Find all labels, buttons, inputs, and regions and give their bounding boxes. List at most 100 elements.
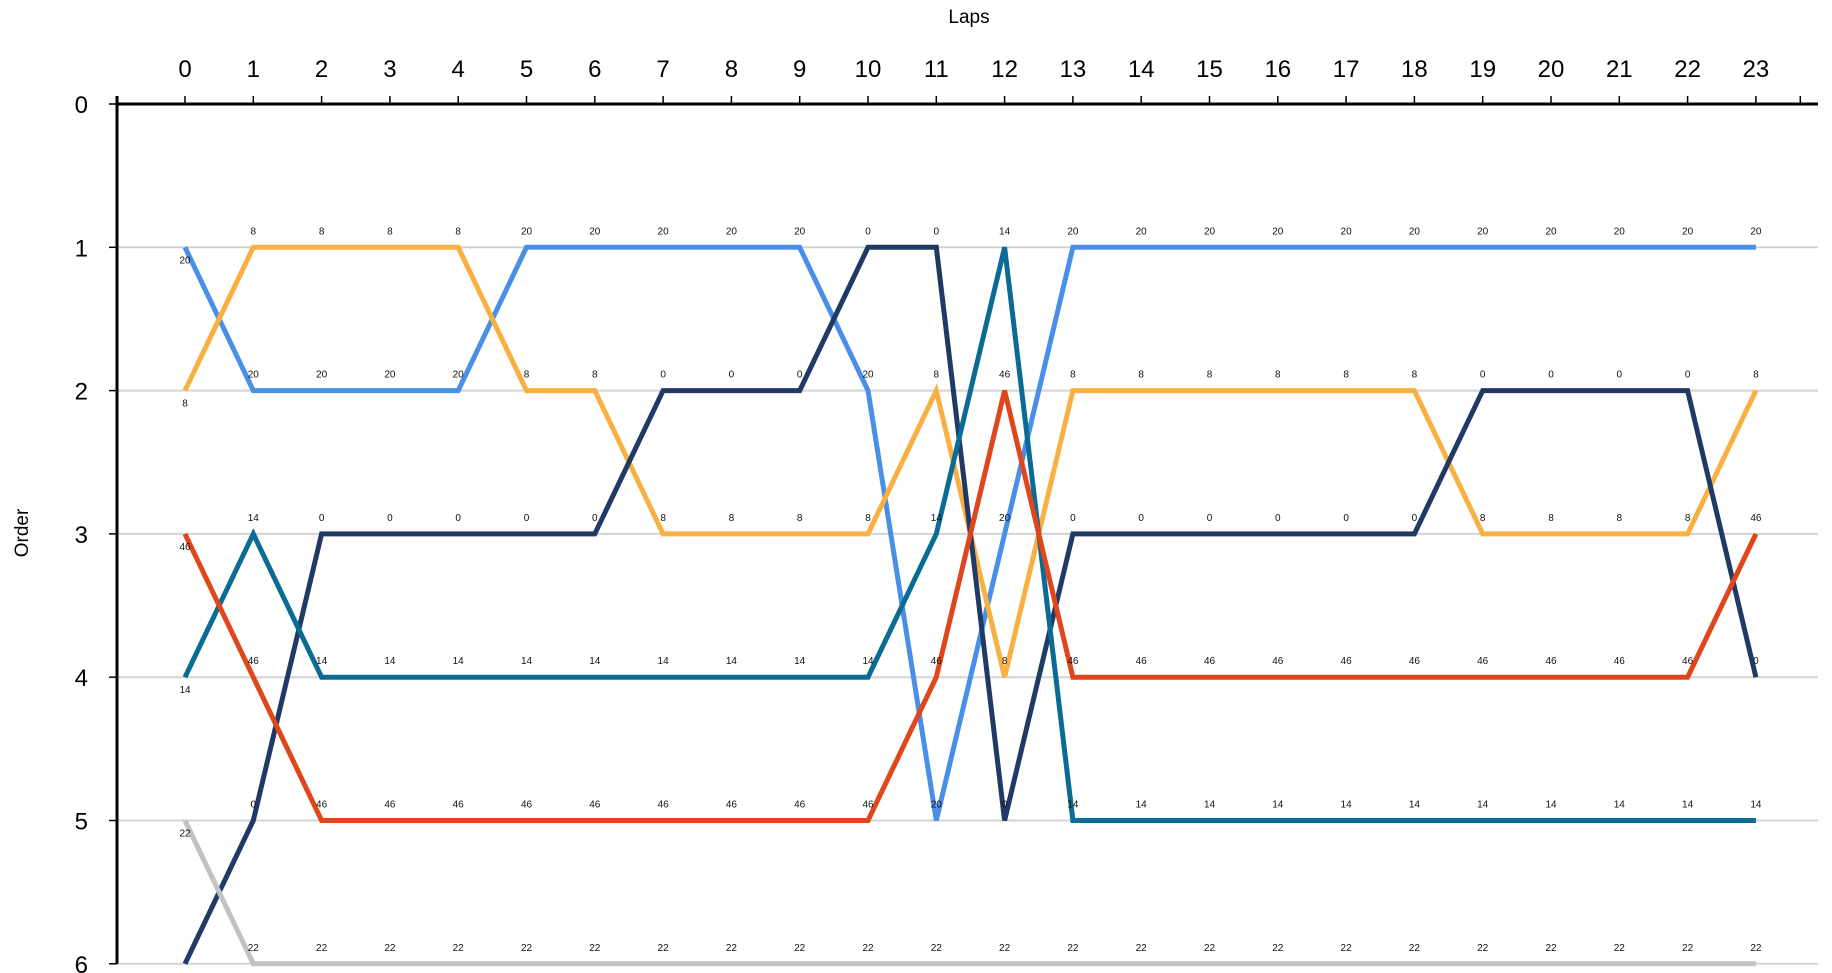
point-label-8: 8: [1207, 370, 1213, 381]
x-tick-label-4: 4: [452, 56, 465, 83]
point-label-8: 8: [387, 226, 393, 237]
point-label-22: 22: [726, 943, 738, 954]
point-label-8: 8: [524, 370, 530, 381]
point-label-14: 14: [384, 656, 396, 667]
x-tick-label-6: 6: [588, 56, 601, 83]
point-label-8: 8: [865, 513, 871, 524]
point-label-22: 22: [999, 943, 1011, 954]
point-label-0: 0: [524, 513, 530, 524]
point-label-20: 20: [316, 370, 328, 381]
point-label-8: 8: [319, 226, 325, 237]
y-tick-label-3: 3: [75, 522, 88, 549]
point-label-46: 46: [589, 800, 601, 811]
point-label-22: 22: [1067, 943, 1079, 954]
point-label-0: 0: [1343, 513, 1349, 524]
point-label-14: 14: [1614, 800, 1626, 811]
point-label-20: 20: [1136, 226, 1148, 237]
point-label-8: 8: [1002, 656, 1008, 667]
point-label-0: 0: [1002, 800, 1008, 811]
point-label-14: 14: [1272, 800, 1284, 811]
grid-lines: [117, 246, 1818, 965]
point-label-0: 0: [660, 370, 666, 381]
point-label-14: 14: [1204, 800, 1216, 811]
point-label-8: 8: [1138, 370, 1144, 381]
point-label-8: 8: [729, 513, 735, 524]
y-axis-title: Order: [12, 508, 33, 557]
point-label-0: 0: [1617, 370, 1623, 381]
point-label-46: 46: [726, 800, 738, 811]
point-label-22: 22: [1136, 943, 1148, 954]
x-tick-label-23: 23: [1743, 56, 1770, 83]
x-tick-label-14: 14: [1128, 56, 1155, 83]
point-label-8: 8: [1343, 370, 1349, 381]
point-label-14: 14: [1341, 800, 1353, 811]
point-label-8: 8: [1617, 513, 1623, 524]
x-tick-label-7: 7: [656, 56, 669, 83]
point-label-0: 0: [1548, 370, 1554, 381]
point-label-0: 0: [1070, 513, 1076, 524]
point-label-14: 14: [179, 685, 191, 696]
point-label-8: 8: [934, 370, 940, 381]
point-label-20: 20: [179, 255, 191, 266]
series-line-22: [182, 819, 1756, 967]
point-label-46: 46: [1409, 656, 1421, 667]
point-label-20: 20: [999, 513, 1011, 524]
point-label-20: 20: [862, 370, 874, 381]
point-label-22: 22: [658, 943, 670, 954]
series-line-0: [182, 244, 1759, 965]
x-tick-label-1: 1: [247, 56, 260, 83]
point-label-22: 22: [316, 943, 328, 954]
x-tick-label-12: 12: [991, 56, 1018, 83]
point-label-20: 20: [1682, 226, 1694, 237]
point-label-20: 20: [453, 370, 465, 381]
point-label-46: 46: [1614, 656, 1626, 667]
point-label-22: 22: [862, 943, 874, 954]
point-label-8: 8: [1412, 370, 1418, 381]
x-tick-label-19: 19: [1469, 56, 1496, 83]
point-label-14: 14: [658, 656, 670, 667]
point-label-0: 0: [1480, 370, 1486, 381]
point-label-14: 14: [726, 656, 738, 667]
point-label-46: 46: [384, 800, 396, 811]
y-tick-label-6: 6: [75, 952, 88, 973]
point-label-0: 0: [797, 370, 803, 381]
point-label-8: 8: [592, 370, 598, 381]
point-label-8: 8: [1070, 370, 1076, 381]
y-tick-label-4: 4: [75, 665, 88, 692]
point-label-46: 46: [453, 800, 465, 811]
point-label-46: 46: [999, 370, 1011, 381]
point-label-0: 0: [1685, 370, 1691, 381]
point-label-46: 46: [521, 800, 533, 811]
point-label-22: 22: [1204, 943, 1216, 954]
point-label-14: 14: [521, 656, 533, 667]
point-label-20: 20: [726, 226, 738, 237]
point-label-14: 14: [999, 226, 1011, 237]
x-tick-label-13: 13: [1060, 56, 1087, 83]
point-label-14: 14: [248, 513, 260, 524]
point-label-20: 20: [1409, 226, 1421, 237]
x-tick-label-21: 21: [1606, 56, 1633, 83]
point-label-14: 14: [931, 513, 943, 524]
point-label-20: 20: [248, 370, 260, 381]
point-label-46: 46: [658, 800, 670, 811]
point-label-22: 22: [1409, 943, 1421, 954]
x-tick-label-10: 10: [855, 56, 882, 83]
point-label-22: 22: [1341, 943, 1353, 954]
point-label-0: 0: [1138, 513, 1144, 524]
point-label-20: 20: [1545, 226, 1557, 237]
point-label-14: 14: [1409, 800, 1421, 811]
point-label-0: 0: [319, 513, 325, 524]
point-label-46: 46: [316, 800, 328, 811]
point-label-14: 14: [1682, 800, 1694, 811]
point-label-46: 46: [248, 656, 260, 667]
point-label-46: 46: [1136, 656, 1148, 667]
x-tick-label-16: 16: [1264, 56, 1291, 83]
x-tick-label-11: 11: [924, 56, 949, 83]
x-tick-label-9: 9: [793, 56, 806, 83]
point-label-46: 46: [1204, 656, 1216, 667]
point-label-22: 22: [453, 943, 465, 954]
point-label-0: 0: [865, 226, 871, 237]
point-label-46: 46: [931, 656, 943, 667]
point-label-0: 0: [1275, 513, 1281, 524]
